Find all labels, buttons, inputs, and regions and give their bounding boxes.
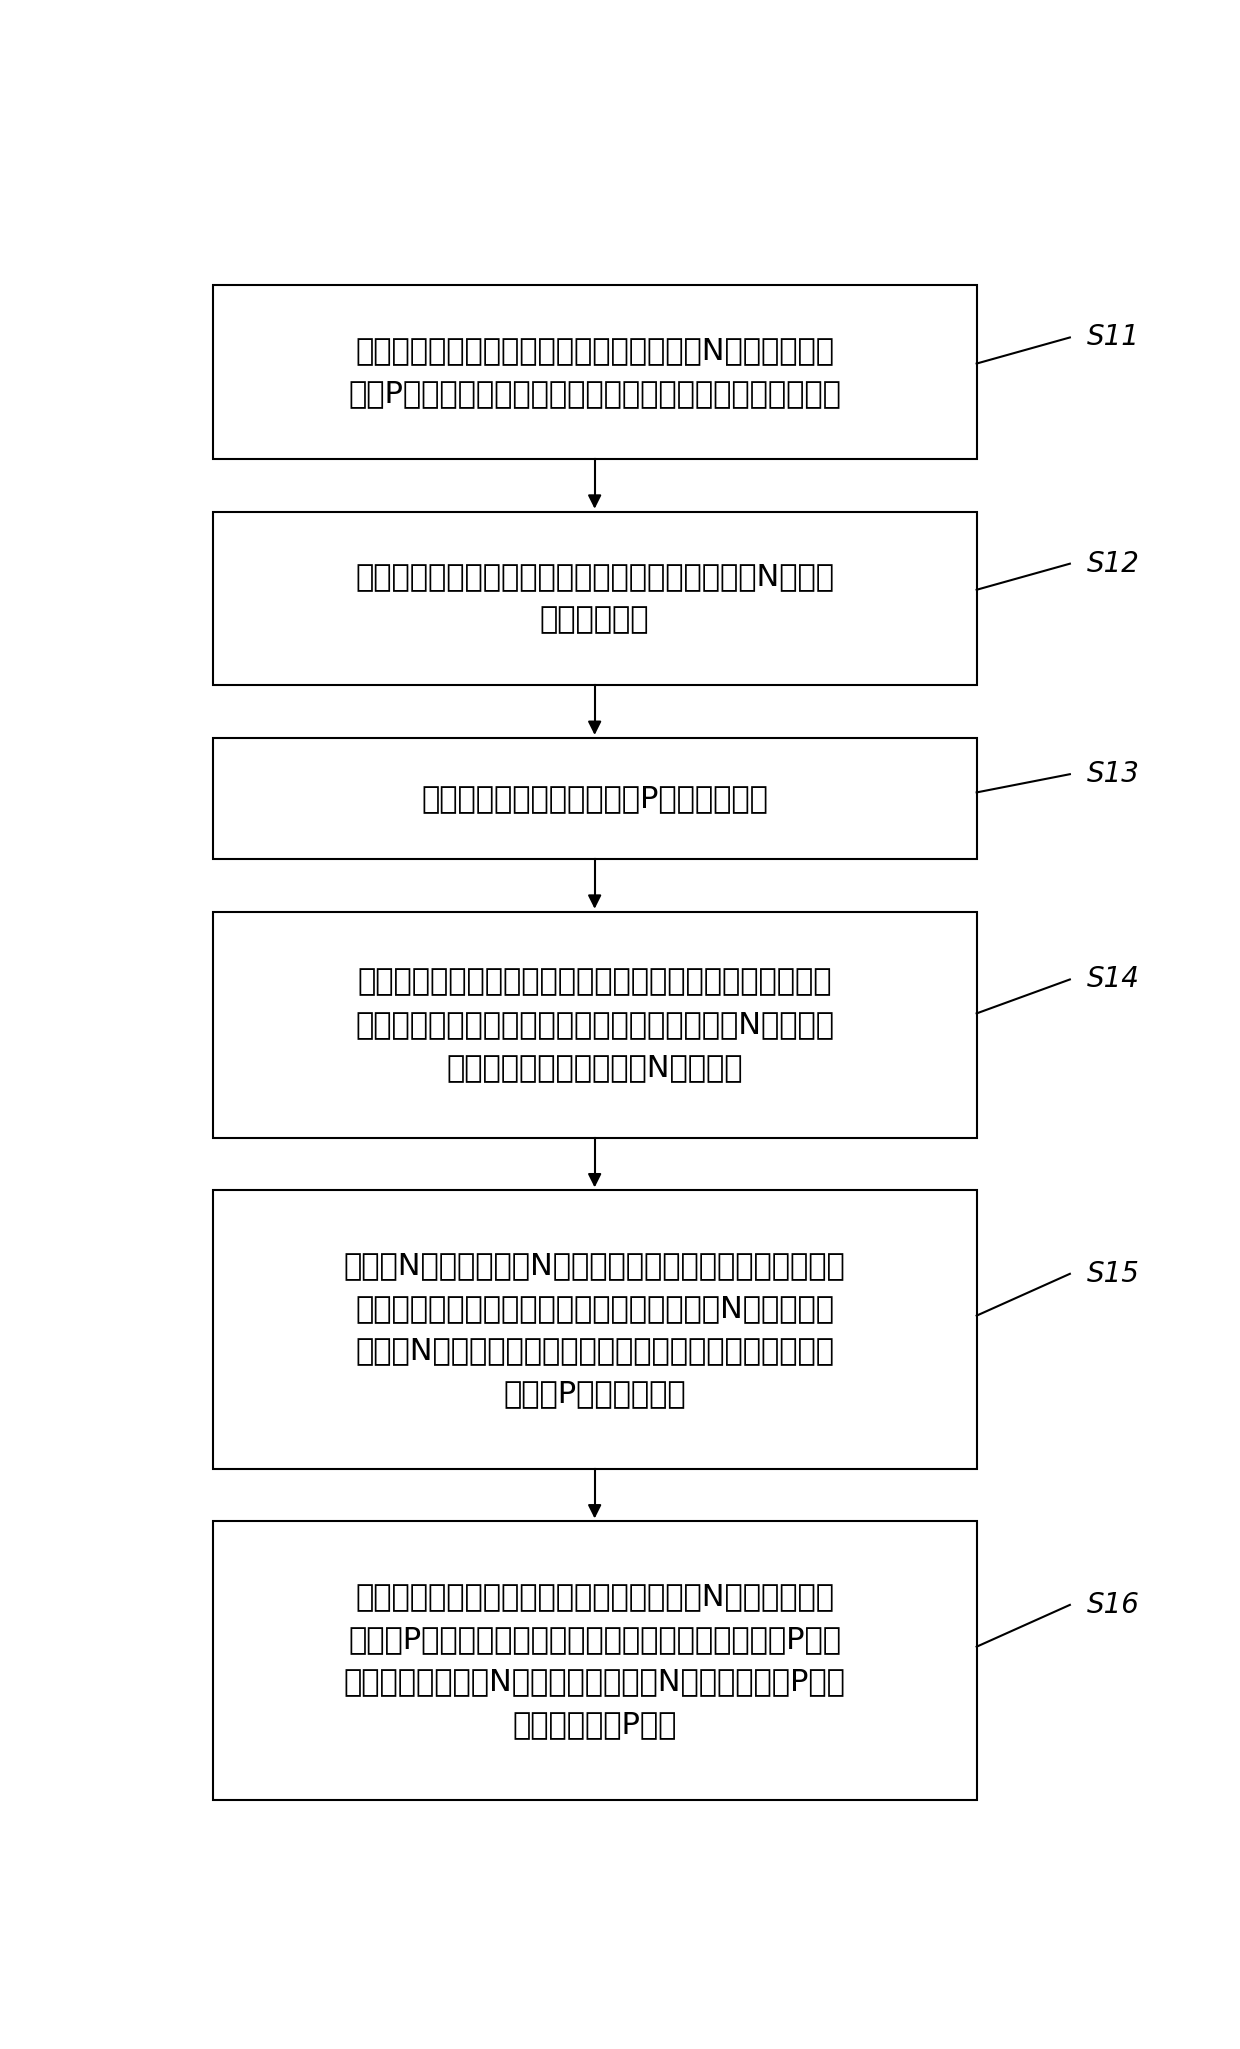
FancyBboxPatch shape	[213, 285, 977, 459]
Text: S12: S12	[1087, 549, 1140, 578]
Text: 于所述透明导电层表面制作P型层的反射镜: 于所述透明导电层表面制作P型层的反射镜	[422, 785, 768, 813]
FancyBboxPatch shape	[213, 738, 977, 859]
Text: 于所述透明导电层及外延结构周侧刻蚀出直至所述N型层内
部的绝缘沟道: 于所述透明导电层及外延结构周侧刻蚀出直至所述N型层内 部的绝缘沟道	[355, 563, 835, 635]
Text: 沉积钝化层，制作出直至所述反射导电层的N电极开孔，并
于所述P电极预留区域内制作出直至所述透明导电层的P电极
开孔，最后于所述N电极开孔内制作出N电极，于所述P: 沉积钝化层，制作出直至所述反射导电层的N电极开孔，并 于所述P电极预留区域内制作…	[343, 1582, 846, 1740]
Text: S11: S11	[1087, 324, 1140, 352]
Text: S13: S13	[1087, 760, 1140, 789]
Text: 提供一衬底、于所述衬底表面依次形成包括N型层、量子阱
层、P型层的外延结构，于所述外延结构表面形成透明导电层: 提供一衬底、于所述衬底表面依次形成包括N型层、量子阱 层、P型层的外延结构，于所…	[348, 336, 841, 408]
FancyBboxPatch shape	[213, 1190, 977, 1469]
Text: S14: S14	[1087, 965, 1140, 994]
FancyBboxPatch shape	[213, 512, 977, 684]
Text: 于外延结构表面以及绝缘沟道内生长绝缘阻挡层，去除切割
道区域的绝缘阻挡层，并进一步刻蚀出直至所述N型层内部
的台面，同时露出部分的N型层侧壁: 于外延结构表面以及绝缘沟道内生长绝缘阻挡层，去除切割 道区域的绝缘阻挡层，并进一…	[355, 967, 835, 1082]
FancyBboxPatch shape	[213, 1520, 977, 1799]
Text: S15: S15	[1087, 1260, 1140, 1289]
Text: S16: S16	[1087, 1590, 1140, 1619]
FancyBboxPatch shape	[213, 912, 977, 1137]
Text: 于所述N型层的台面、N型层侧壁以及绝缘阻挡层的部分表面
制作反射导电层，并使所述反射导电层与所述N型层的台面
结构及N型层侧壁形成欧姆接触，其中，所述绝缘阻挡层: 于所述N型层的台面、N型层侧壁以及绝缘阻挡层的部分表面 制作反射导电层，并使所述…	[343, 1250, 846, 1408]
